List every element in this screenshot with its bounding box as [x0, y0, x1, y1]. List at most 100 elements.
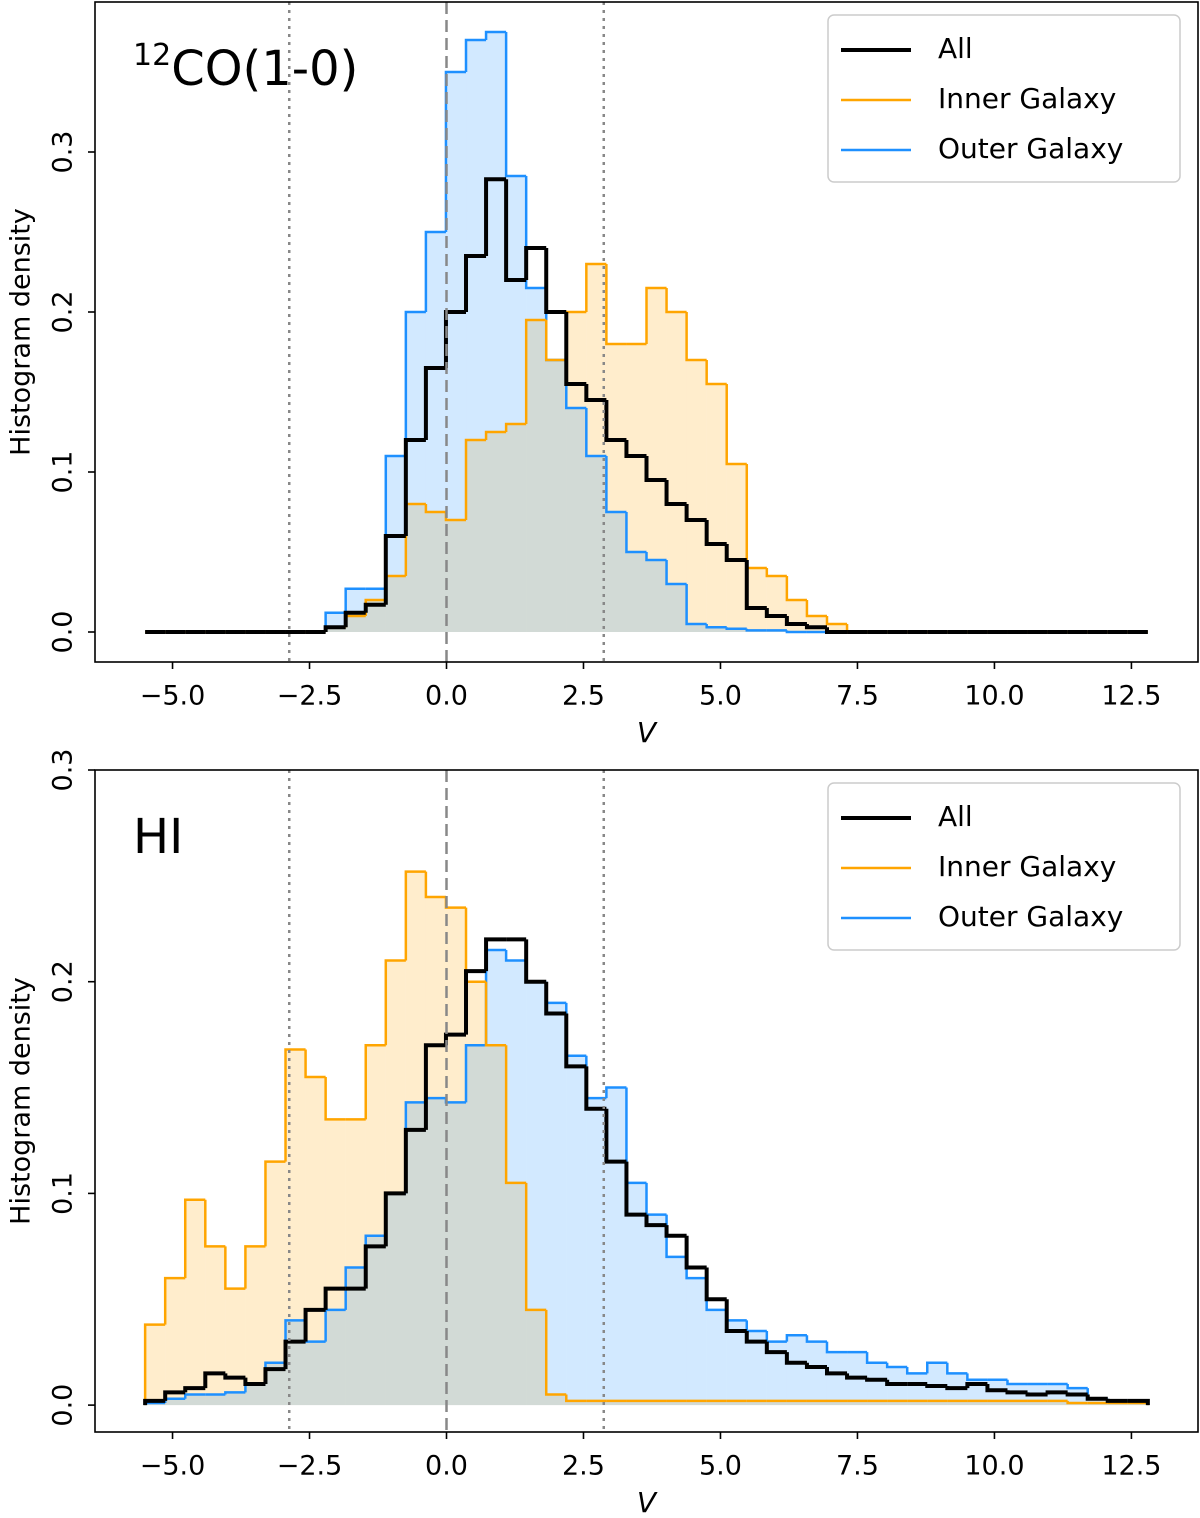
histogram-bar — [385, 960, 406, 1406]
histogram-bar — [526, 1309, 547, 1406]
histogram-step — [946, 1362, 968, 1375]
histogram-bar — [907, 1400, 928, 1406]
histogram-step — [504, 32, 527, 178]
y-tick-label: 0.1 — [48, 1172, 79, 1215]
histogram-bar — [225, 1288, 246, 1406]
histogram-step — [163, 1276, 186, 1325]
histogram-step — [765, 568, 787, 578]
histogram-step — [725, 1309, 747, 1322]
histogram-step — [143, 1323, 166, 1406]
histogram-bar — [566, 1400, 587, 1406]
histogram-step — [203, 1371, 226, 1389]
histogram-step — [804, 624, 827, 630]
histogram-step — [745, 1320, 767, 1333]
histogram-step — [243, 1377, 266, 1386]
histogram-step — [344, 587, 366, 613]
histogram-step — [464, 38, 487, 72]
histogram-step — [524, 1182, 547, 1312]
histogram-bar — [606, 512, 627, 632]
histogram-step — [464, 254, 487, 312]
x-tick-label: 0.0 — [425, 681, 468, 712]
histogram-bar — [947, 1400, 968, 1406]
histogram-step — [865, 1377, 888, 1382]
histogram-bar — [566, 1055, 587, 1406]
histogram-step — [544, 981, 567, 1016]
histogram-step — [423, 1043, 446, 1130]
histogram-step — [604, 400, 627, 442]
histogram-step — [644, 456, 667, 482]
histogram-bar — [826, 1352, 848, 1406]
panel-label-text: HI — [133, 809, 183, 865]
histogram-bar — [726, 1400, 747, 1406]
histogram-step — [725, 384, 747, 466]
histogram-step — [1045, 1390, 1068, 1395]
histogram-step — [784, 616, 807, 626]
histogram-step — [484, 430, 507, 440]
histogram-step — [804, 1362, 827, 1370]
histogram-step — [1066, 1383, 1088, 1390]
histogram-bar — [987, 1400, 1008, 1406]
histogram-step — [1105, 1398, 1128, 1403]
histogram-bar — [786, 1335, 807, 1406]
histogram-bar — [686, 624, 707, 632]
histogram-step — [183, 1386, 206, 1393]
histogram-step — [284, 1048, 306, 1162]
histogram-bar — [325, 1309, 346, 1406]
histogram-bar — [706, 1309, 727, 1406]
histogram-step — [464, 438, 487, 520]
histogram-bar — [646, 560, 667, 632]
histogram-step — [524, 176, 547, 290]
histogram-step — [183, 1198, 206, 1279]
legend-label: Outer Galaxy — [938, 900, 1123, 933]
histogram-bar — [606, 344, 627, 632]
histogram-step — [1006, 1379, 1028, 1386]
histogram-bar — [766, 576, 787, 632]
histogram-step — [363, 602, 386, 613]
histogram-step — [484, 937, 507, 972]
histogram-bar — [546, 1394, 567, 1406]
histogram-bar — [586, 456, 607, 632]
x-tick-label: −5.0 — [140, 681, 206, 712]
histogram-step — [323, 625, 346, 632]
histogram-bar — [887, 1400, 908, 1406]
histogram-bar — [405, 871, 426, 1406]
histogram-bar — [686, 1278, 707, 1406]
plot-area — [145, 30, 1148, 634]
histogram-step — [845, 1373, 868, 1380]
histogram-step — [324, 1076, 346, 1121]
histogram-bar — [245, 1246, 266, 1406]
histogram-step — [504, 949, 527, 962]
panel-label: 12CO(1-0) — [133, 38, 358, 98]
y-tick-label: 0.2 — [48, 960, 79, 1003]
histogram-step — [624, 1161, 647, 1217]
histogram-bar — [546, 1002, 567, 1406]
histogram-step — [484, 981, 507, 1047]
y-tick-label: 0.0 — [48, 1384, 79, 1427]
histogram-step — [1025, 1392, 1048, 1397]
histogram-step — [765, 1331, 787, 1343]
histogram-step — [885, 1362, 908, 1369]
histogram-bar — [265, 1362, 286, 1406]
histogram-bar — [225, 1392, 246, 1406]
histogram-bar — [265, 1161, 286, 1406]
histogram-step — [785, 576, 807, 602]
histogram-step — [183, 1393, 206, 1399]
histogram-bar — [546, 360, 567, 632]
histogram-bar — [526, 981, 547, 1406]
histogram-bar — [445, 72, 467, 632]
histogram-step — [524, 246, 547, 280]
histogram-step — [224, 1246, 246, 1290]
y-tick-label: 0.0 — [48, 611, 79, 654]
histogram-step — [764, 1341, 787, 1355]
histogram-step — [544, 981, 567, 1005]
histogram-step — [885, 1379, 908, 1386]
histogram-step — [625, 1087, 647, 1185]
axes-frame — [94, 769, 1199, 1433]
histogram-bar — [506, 1182, 527, 1406]
histogram-step — [664, 1225, 687, 1238]
histogram-step — [865, 1352, 888, 1365]
histogram-bar — [606, 1087, 627, 1406]
histogram-bar — [806, 1400, 827, 1406]
histogram-step — [585, 408, 607, 458]
histogram-step — [323, 1286, 346, 1310]
